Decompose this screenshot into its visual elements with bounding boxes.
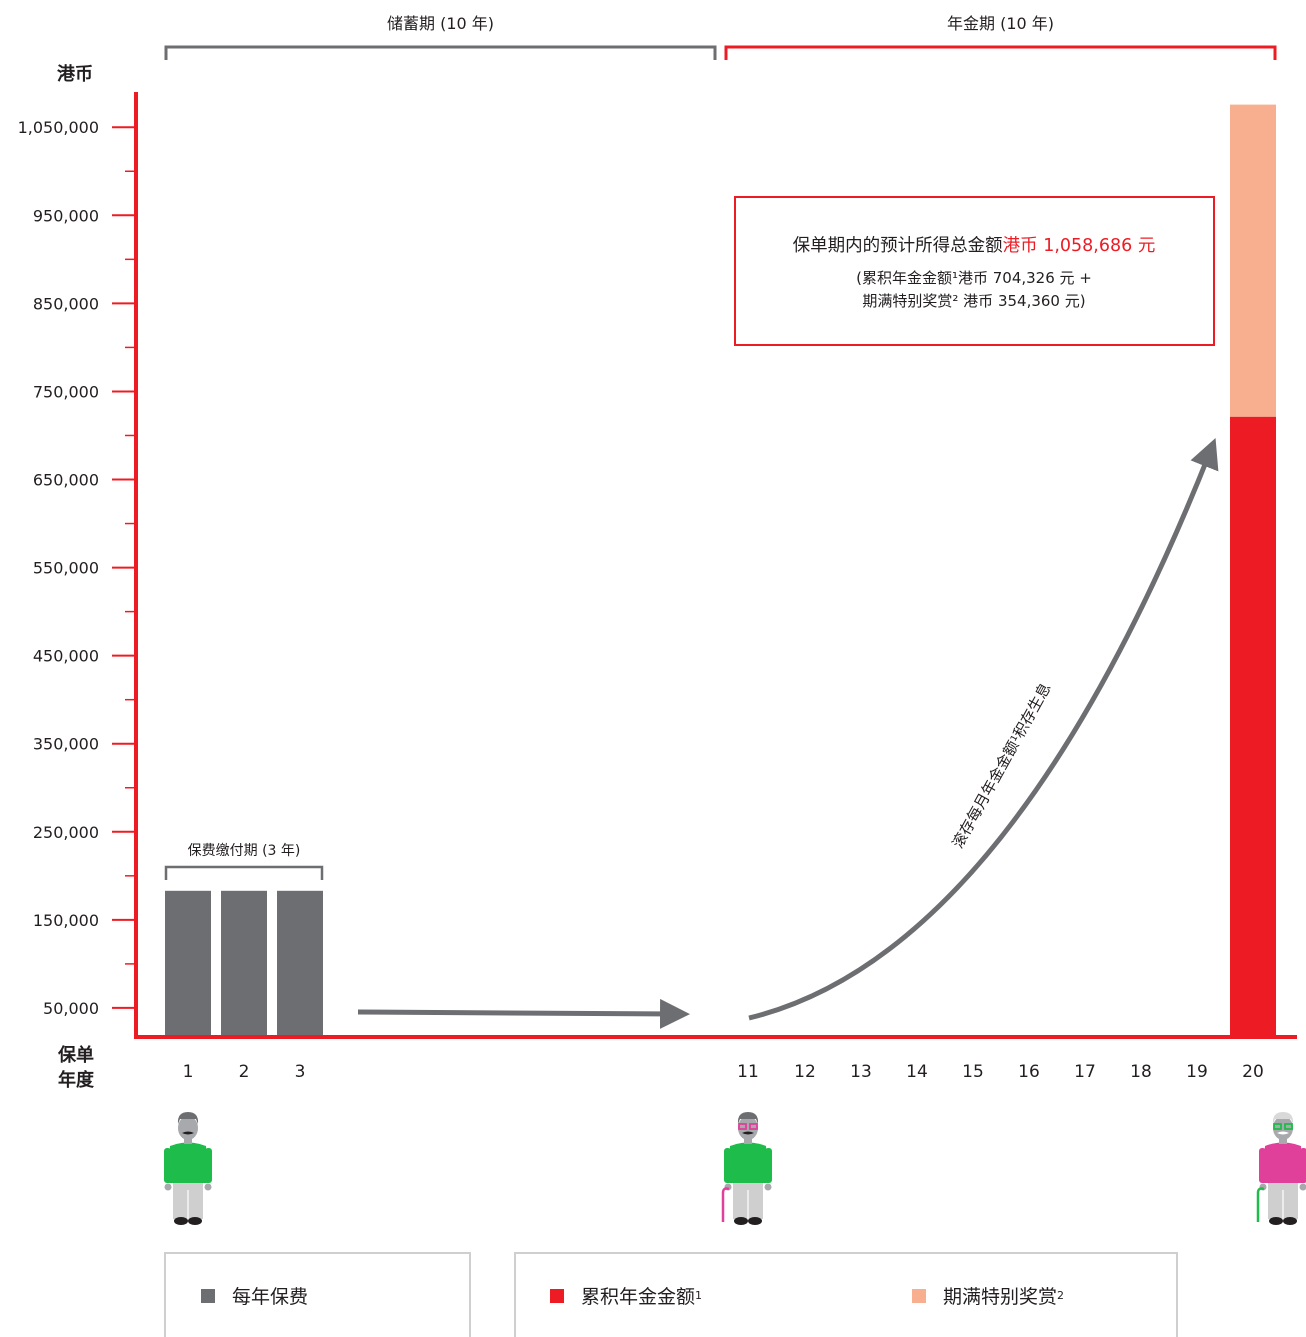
premium-period-bracket [166,867,322,880]
x-tick-label: 15 [962,1062,984,1082]
period-brackets: 储蓄期 (10 年) 年金期 (10 年) [166,14,1275,60]
period-bracket-2 [726,47,1275,60]
person-year-20 [1258,1112,1306,1225]
x-tick-label: 17 [1074,1062,1096,1082]
legend-sup-bonus: 2 [1057,1289,1064,1302]
callout-line1-amount: 港币 1,058,686 元 [1003,236,1156,256]
growth-arrow-label: 滚存每月年金金额¹积存生息 [949,680,1055,851]
legend-swatch-annuity [550,1289,564,1303]
legend-sup-annuity: 1 [695,1289,702,1302]
y-tick-label: 850,000 [33,294,99,313]
legend-left: 每年保费 [164,1252,471,1337]
x-tick-label: 16 [1018,1062,1040,1082]
x-tick-label: 19 [1186,1062,1208,1082]
legend-swatch-bonus [912,1289,926,1303]
x-axis-label-line1: 保单 [57,1044,94,1066]
y-tick-label: 450,000 [33,647,99,666]
x-tick-label: 13 [850,1062,872,1082]
savings-arrow [358,1012,675,1014]
annotations: 保费缴付期 (3 年) 滚存每月年金金额¹积存生息 保单期内的预计所得总金额港币 1… [166,197,1214,1018]
y-tick-label: 250,000 [33,823,99,842]
x-tick-label: 11 [737,1062,759,1082]
x-tick-label: 18 [1130,1062,1152,1082]
y-tick-label: 650,000 [33,471,99,490]
premium-period-label: 保费缴付期 (3 年) [188,843,301,859]
chart: 储蓄期 (10 年) 年金期 (10 年) 港币 50,000 150,000 250,… [0,0,1306,1250]
growth-arrow [749,452,1210,1018]
legend-label-annuity: 累积年金金额 [581,1282,695,1309]
period-label-2: 年金期 (10 年) [947,14,1054,33]
y-tick-label: 150,000 [33,911,99,930]
period-label-1: 储蓄期 (10 年) [387,14,494,33]
legend-label-premium: 每年保费 [232,1282,308,1309]
legend-swatch-premium [201,1289,215,1303]
x-tick-label: 14 [906,1062,928,1082]
person-year-11 [723,1112,772,1225]
y-tick-label: 550,000 [33,559,99,578]
y-axis-unit: 港币 [57,64,93,85]
y-tick-label: 1,050,000 [18,118,99,137]
callout-line2: (累积年金金额¹港币 704,326 元 + [856,269,1092,287]
x-tick-label: 2 [239,1062,250,1082]
bar-bonus-year-20 [1230,105,1276,417]
bar-premium-year-2 [221,891,267,1037]
bar-annuity-year-20 [1230,417,1276,1037]
callout-line1: 保单期内的预计所得总金额港币 1,058,686 元 [793,236,1156,256]
x-tick-label: 12 [794,1062,816,1082]
legend-item-premium: 每年保费 [201,1282,308,1309]
person-year-1 [164,1112,212,1225]
y-tick-label: 750,000 [33,382,99,401]
y-tick-label: 950,000 [33,206,99,225]
bar-premium-year-3 [277,891,323,1037]
period-bracket-1 [166,47,715,60]
people [164,1112,1306,1225]
x-axis-label-line2: 年度 [58,1069,95,1091]
y-axis: 港币 50,000 150,000 250,000 350,000 450,000 550,… [18,64,136,1039]
y-tick-label: 50,000 [43,999,99,1018]
x-tick-label: 3 [295,1062,306,1082]
x-tick-label: 20 [1242,1062,1264,1082]
callout-line3: 期满特别奖赏² 港币 354,360 元) [862,292,1085,310]
legend-label-bonus: 期满特别奖赏 [943,1282,1057,1309]
x-tick-label: 1 [183,1062,194,1082]
y-tick-label: 350,000 [33,735,99,754]
callout-line1-prefix: 保单期内的预计所得总金额 [793,236,1003,256]
bar-premium-year-1 [165,891,211,1037]
